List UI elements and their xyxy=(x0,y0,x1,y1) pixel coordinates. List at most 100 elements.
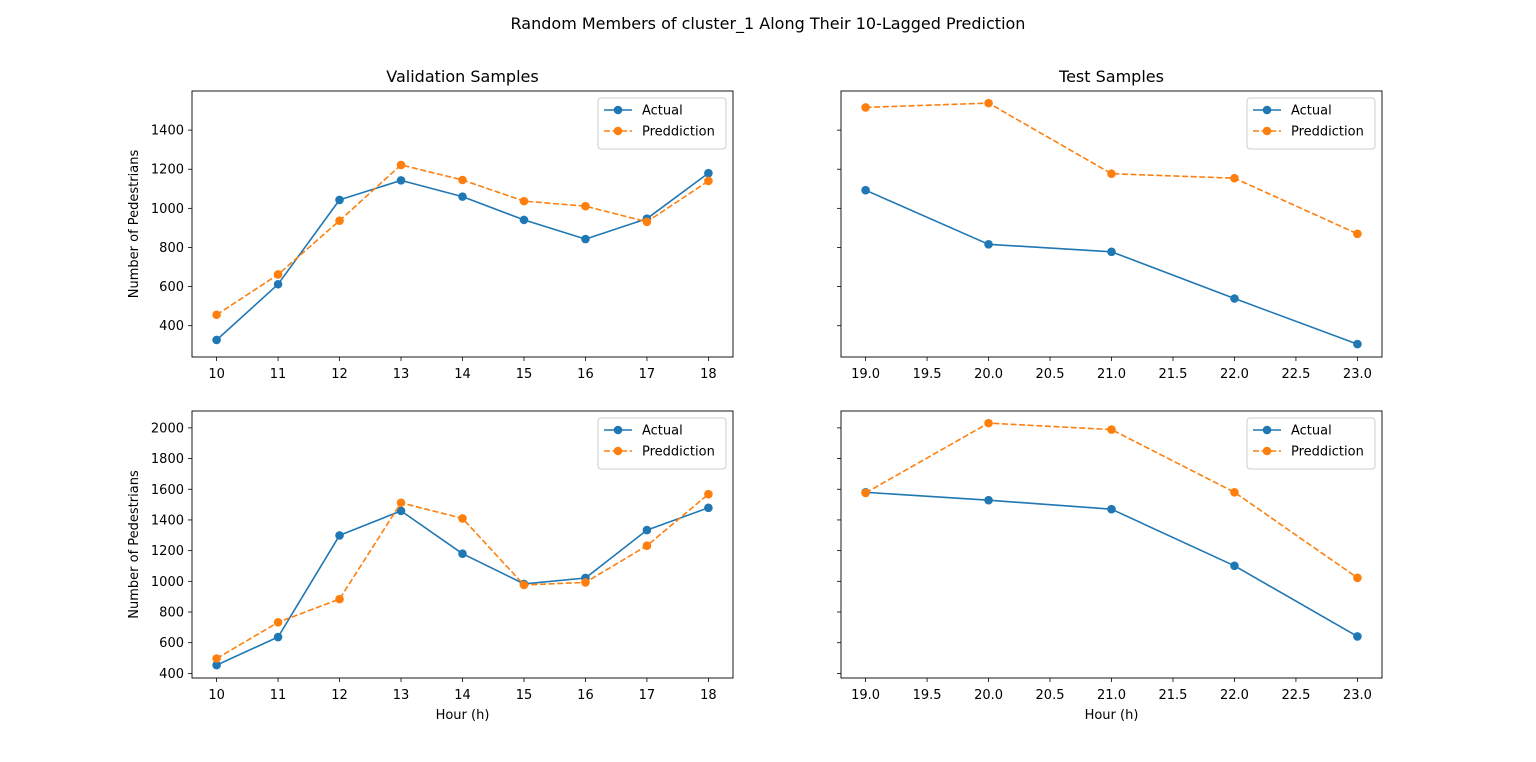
y-tick-label: 2000 xyxy=(151,421,184,436)
data-point-preddiction xyxy=(396,160,406,170)
y-axis-label: Number of Pedestrians xyxy=(127,150,142,299)
data-point-actual xyxy=(642,525,652,535)
y-tick-label: 800 xyxy=(159,606,184,621)
data-point-actual xyxy=(581,234,590,244)
data-point-actual xyxy=(1353,632,1362,641)
data-point-preddiction xyxy=(984,98,993,108)
x-tick-label: 10 xyxy=(208,367,225,382)
data-point-actual xyxy=(458,549,467,559)
y-tick-label: 1600 xyxy=(151,483,184,498)
x-tick-label: 19.5 xyxy=(913,367,942,382)
data-point-preddiction xyxy=(581,201,590,211)
data-point-actual xyxy=(212,335,221,345)
data-point-preddiction xyxy=(581,578,590,587)
data-point-preddiction xyxy=(396,498,406,508)
legend-marker-preddiction xyxy=(1262,446,1272,456)
subplot-title: Test Samples xyxy=(1058,67,1164,86)
data-point-actual xyxy=(984,240,993,249)
y-tick-label: 1400 xyxy=(151,513,184,528)
x-tick-label: 19.5 xyxy=(913,688,942,703)
data-point-preddiction xyxy=(519,580,529,590)
x-tick-label: 19.0 xyxy=(851,688,880,703)
data-point-preddiction xyxy=(335,216,344,225)
x-tick-label: 21.5 xyxy=(1159,688,1188,703)
x-tick-label: 10 xyxy=(208,688,225,703)
x-tick-label: 22.5 xyxy=(1281,367,1310,382)
data-point-preddiction xyxy=(642,217,652,227)
x-tick-label: 13 xyxy=(393,688,410,703)
x-tick-label: 22.0 xyxy=(1220,367,1249,382)
y-tick-label: 800 xyxy=(159,241,184,256)
x-tick-label: 20.5 xyxy=(1036,688,1065,703)
y-tick-label: 400 xyxy=(159,319,184,334)
x-tick-label: 19.0 xyxy=(851,367,880,382)
data-point-actual xyxy=(1107,247,1116,257)
data-point-preddiction xyxy=(1107,425,1116,434)
subplot-2: 19.0 19.5 20.0 20.5 21.0 21.5 22.0 22.5 23.0 Test… xyxy=(837,67,1383,382)
x-tick-label: 12 xyxy=(331,367,348,382)
legend: Actual Preddiction xyxy=(1246,97,1376,150)
x-tick-label: 18 xyxy=(700,688,717,703)
axes-frame xyxy=(840,410,1383,679)
legend-marker-preddiction xyxy=(1262,126,1272,136)
data-point-preddiction xyxy=(1353,573,1362,583)
data-point-preddiction xyxy=(704,176,713,186)
data-point-actual xyxy=(212,660,221,670)
data-point-preddiction xyxy=(861,103,870,112)
data-point-actual xyxy=(458,192,467,201)
y-tick-label: 1400 xyxy=(151,124,184,139)
legend: Actual Preddiction xyxy=(597,417,727,470)
data-point-preddiction xyxy=(861,488,870,498)
legend-label-actual: Actual xyxy=(1291,104,1332,119)
data-point-actual xyxy=(704,503,713,513)
x-tick-label: 20.0 xyxy=(974,688,1003,703)
legend-marker-actual xyxy=(1262,105,1272,115)
data-point-preddiction xyxy=(335,594,344,604)
x-tick-label: 14 xyxy=(454,688,471,703)
data-point-preddiction xyxy=(1353,229,1362,239)
subplot-3: 10 11 12 13 14 15 16 17 18 400 600 800 1000 1200 1400 1… xyxy=(127,410,734,723)
data-point-actual xyxy=(396,176,406,185)
axes-frame xyxy=(840,90,1383,358)
data-point-actual xyxy=(704,168,713,178)
y-axis-label: Number of Pedestrians xyxy=(127,470,142,619)
x-tick-label: 17 xyxy=(639,688,656,703)
legend-label-actual: Actual xyxy=(1291,424,1332,439)
y-tick-label: 1000 xyxy=(151,575,184,590)
x-axis-label: Hour (h) xyxy=(436,708,490,723)
x-tick-label: 21.0 xyxy=(1097,688,1126,703)
legend: Actual Preddiction xyxy=(1246,417,1376,470)
data-point-preddiction xyxy=(642,541,652,551)
data-point-actual xyxy=(335,195,344,205)
y-tick-label: 600 xyxy=(159,636,184,651)
data-point-actual xyxy=(396,506,406,516)
data-point-preddiction xyxy=(1230,488,1239,497)
legend-label-preddiction: Preddiction xyxy=(642,125,715,140)
y-tick-label: 1000 xyxy=(151,202,184,217)
data-point-preddiction xyxy=(458,514,467,523)
subplot-4: 19.0 19.5 20.0 20.5 21.0 21.5 22.0 22.5 23.0 Hour… xyxy=(837,410,1383,723)
legend-label-preddiction: Preddiction xyxy=(642,445,715,460)
data-point-preddiction xyxy=(984,418,993,428)
y-tick-label: 1200 xyxy=(151,163,184,178)
legend-marker-actual xyxy=(613,425,623,435)
data-point-actual xyxy=(273,279,283,289)
x-tick-label: 12 xyxy=(331,688,348,703)
legend-marker-actual xyxy=(613,105,623,115)
data-point-actual xyxy=(1230,294,1239,303)
x-tick-label: 18 xyxy=(700,367,717,382)
data-point-preddiction xyxy=(212,310,221,320)
y-tick-label: 1800 xyxy=(151,452,184,467)
series-line-preddiction xyxy=(865,422,1358,579)
x-tick-label: 16 xyxy=(577,367,594,382)
data-point-preddiction xyxy=(519,196,529,206)
axes-frame xyxy=(191,90,734,358)
x-tick-label: 15 xyxy=(516,688,533,703)
data-point-actual xyxy=(1230,561,1239,571)
legend-marker-actual xyxy=(1262,425,1272,435)
x-tick-label: 16 xyxy=(577,688,594,703)
y-tick-label: 400 xyxy=(159,667,184,682)
series-line-actual xyxy=(865,189,1358,345)
y-tick-label: 1200 xyxy=(151,544,184,559)
data-point-preddiction xyxy=(1107,169,1116,179)
